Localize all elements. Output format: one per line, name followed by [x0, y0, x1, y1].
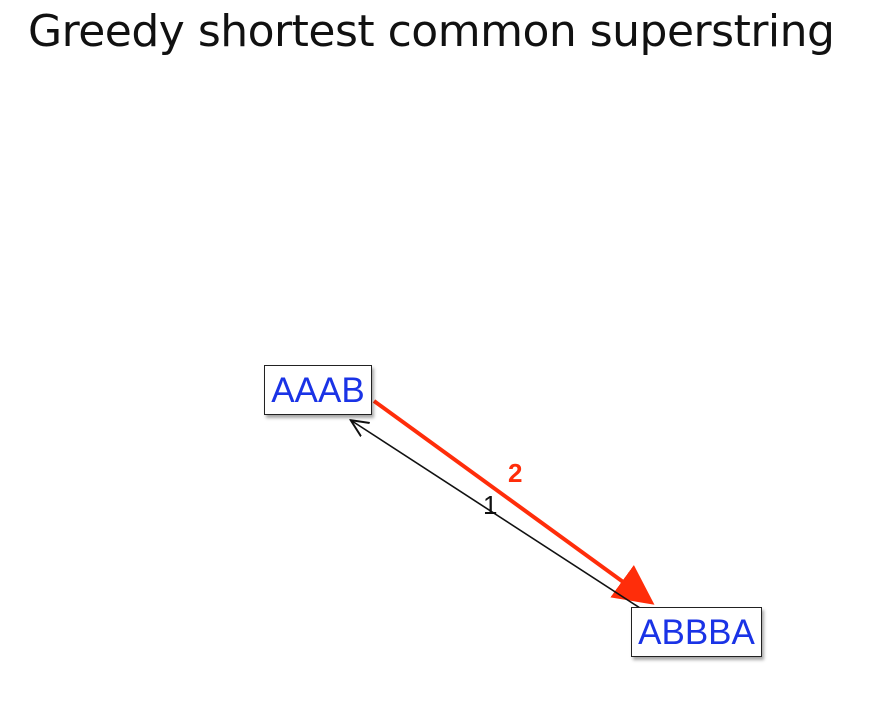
edge-abbba-to-aaab — [352, 421, 641, 609]
node-aaab: AAAB — [264, 365, 372, 415]
node-abbba: ABBBA — [631, 607, 762, 657]
edge-label-overlap-2: 2 — [508, 458, 523, 488]
edge-aaab-to-abbba — [372, 399, 655, 605]
slide-title: Greedy shortest common superstring — [28, 6, 835, 57]
edge-label-overlap-1: 1 — [483, 490, 498, 520]
